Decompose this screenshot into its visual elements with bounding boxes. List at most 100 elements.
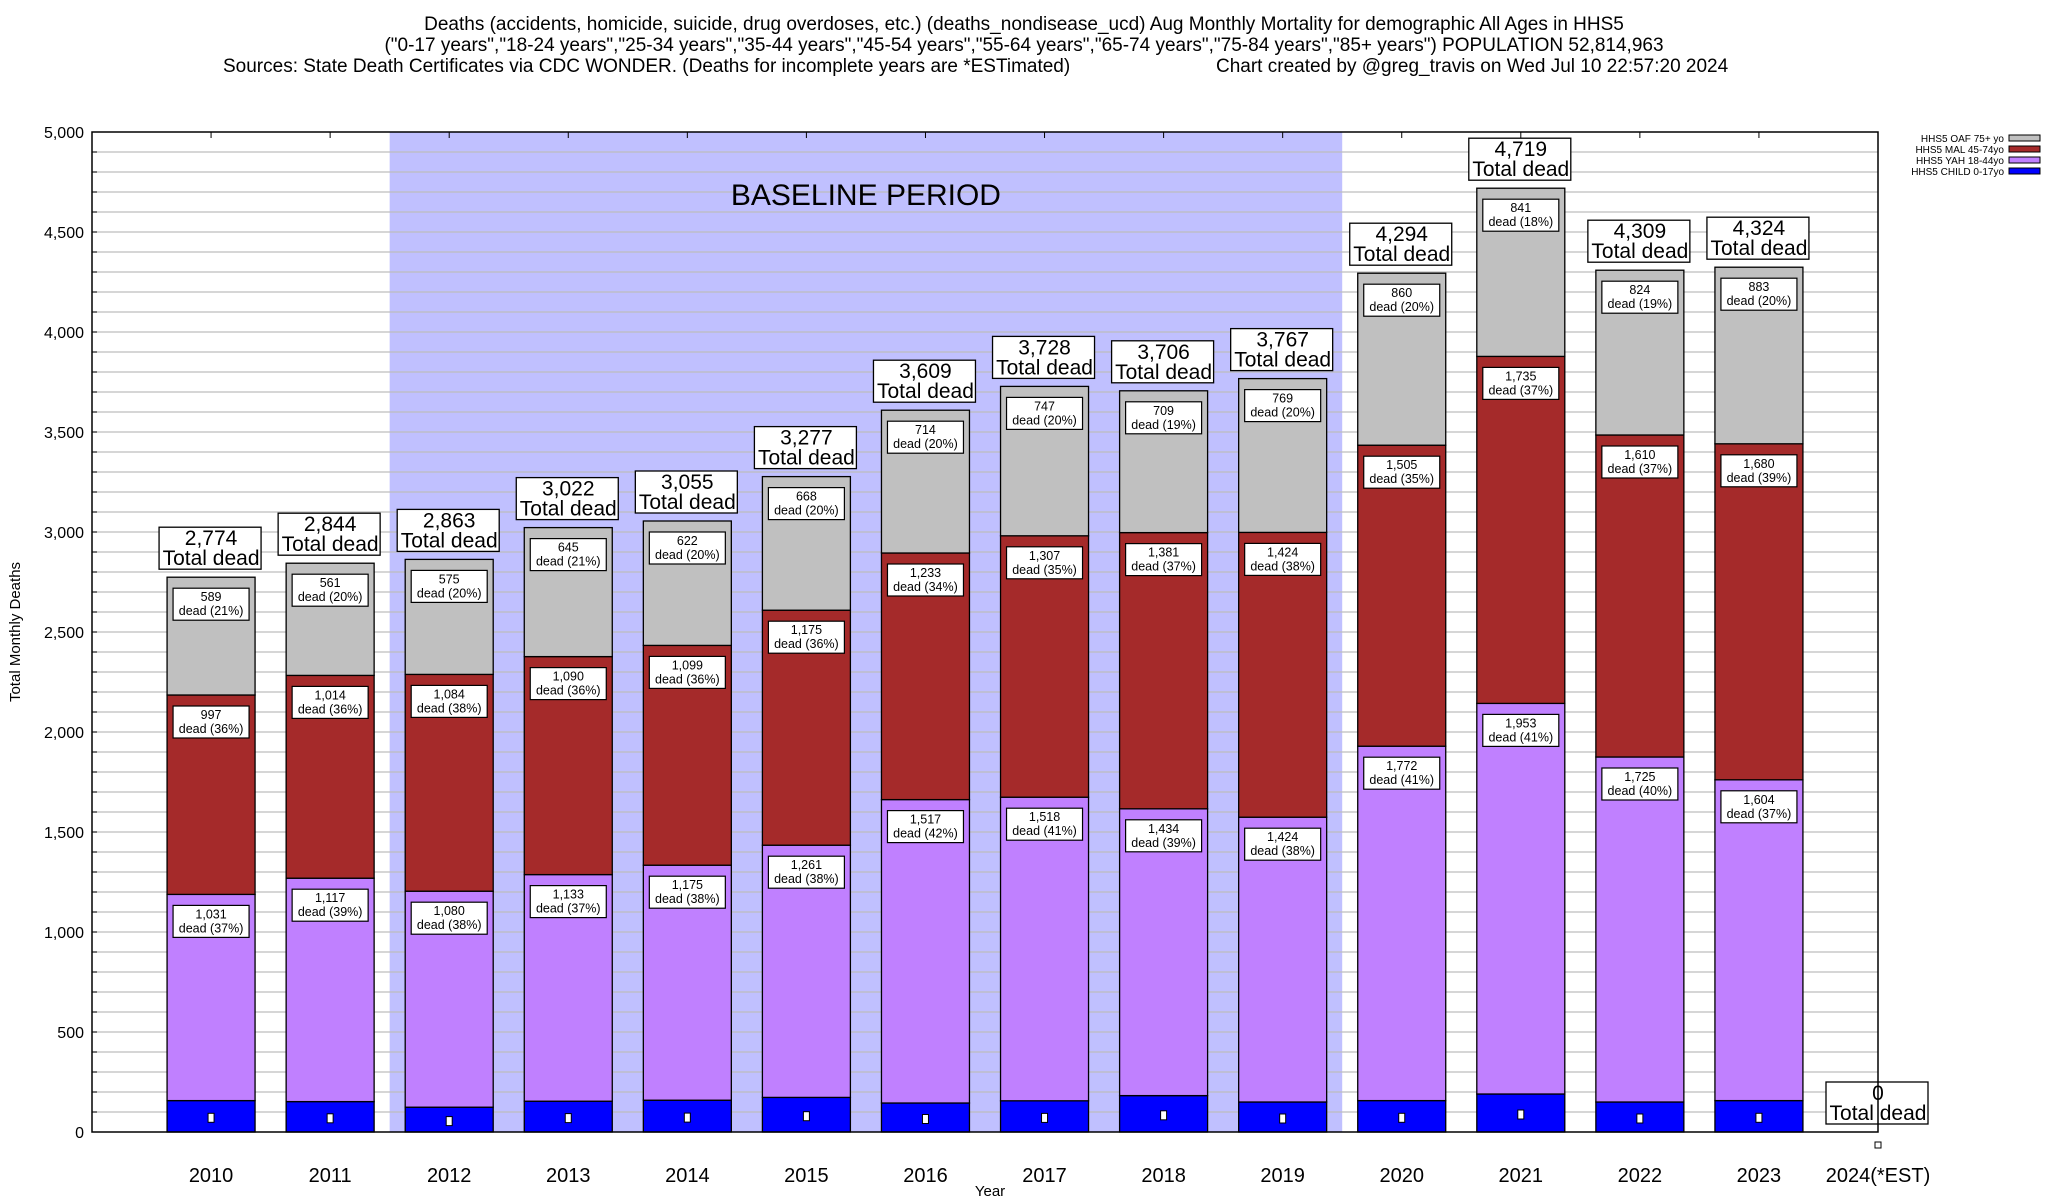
total-value-label: 3,277	[780, 427, 833, 450]
bar-segment-hhs5-child-0-17yo	[523, 1100, 613, 1133]
segment-value-label: 1,117	[315, 891, 345, 905]
segment-label-box	[1124, 401, 1203, 435]
segment-value-label: 1,084	[434, 687, 465, 701]
total-dead-label: Total dead	[163, 547, 260, 570]
empty-bar-marker	[1874, 1141, 1882, 1149]
y-tick-label: 1,000	[44, 925, 84, 942]
x-axis-title: Year	[975, 1183, 1005, 1200]
child-segment-marker	[445, 1116, 453, 1127]
segment-label-box	[1124, 819, 1203, 853]
child-segment-marker	[1398, 1112, 1406, 1123]
segment-label-box	[1244, 542, 1322, 577]
segment-label-box	[291, 888, 369, 922]
total-label-box	[753, 425, 858, 470]
total-value-label: 3,706	[1137, 341, 1190, 364]
segment-value-label: 1,434	[1148, 822, 1179, 836]
segment-label-box	[1244, 827, 1322, 861]
total-value-label: 3,055	[661, 471, 714, 494]
segment-value-label: 1,233	[910, 566, 941, 580]
segment-value-label: 1,424	[1267, 830, 1298, 844]
segment-percent-label: dead (37%)	[1131, 560, 1196, 574]
segment-value-label: 1,735	[1505, 369, 1536, 383]
segment-value-label: 1,175	[672, 878, 703, 892]
segment-value-label: 1,772	[1386, 759, 1417, 773]
segment-label-box	[529, 884, 607, 919]
total-dead-label: Total dead	[520, 498, 617, 521]
x-tick-label: 2010	[189, 1165, 234, 1187]
x-tick-label: 2012	[427, 1165, 472, 1187]
segment-value-label: 769	[1272, 392, 1293, 406]
x-tick-label: 2020	[1379, 1165, 1424, 1187]
segment-percent-label: dead (20%)	[1012, 413, 1077, 427]
segment-value-label: 1,518	[1029, 810, 1060, 824]
total-label-box	[1230, 327, 1334, 372]
segment-value-label: 575	[439, 572, 460, 586]
bar-segment-hhs5-yah-18-44yo	[999, 796, 1090, 1102]
child-segment-marker	[802, 1111, 810, 1122]
total-value-label: 3,728	[1018, 336, 1071, 359]
total-dead-label: Total dead	[1472, 158, 1569, 181]
total-value-label: 3,767	[1256, 329, 1309, 352]
segment-percent-label: dead (38%)	[774, 872, 839, 886]
segment-value-label: 1,953	[1505, 716, 1536, 730]
segment-label-box	[1482, 366, 1560, 400]
child-segment-marker	[326, 1113, 334, 1124]
child-segment-marker	[207, 1112, 215, 1123]
y-tick-label: 5,000	[44, 125, 84, 142]
segment-value-label: 668	[796, 490, 817, 504]
segment-percent-label: dead (20%)	[1250, 406, 1315, 420]
total-label-box	[396, 508, 500, 553]
segment-percent-label: dead (38%)	[417, 918, 482, 932]
segment-percent-label: dead (20%)	[417, 586, 482, 600]
segment-percent-label: dead (21%)	[536, 555, 601, 569]
segment-percent-label: dead (38%)	[655, 892, 720, 906]
segment-label-box	[1601, 280, 1679, 314]
y-tick-label: 0	[75, 1125, 84, 1142]
x-tick-label: 2016	[903, 1165, 948, 1187]
segment-label-box	[291, 573, 369, 607]
bar-segment-hhs5-yah-18-44yo	[1238, 816, 1328, 1103]
x-tick-label: 2021	[1499, 1165, 1544, 1187]
segment-value-label: 1,424	[1267, 545, 1298, 559]
chart-title-line-2: ("0-17 years","18-24 years","25-34 years…	[384, 35, 1664, 56]
segment-value-label: 709	[1153, 404, 1174, 418]
segment-label-box	[1363, 455, 1441, 489]
total-value-label: 4,324	[1733, 217, 1786, 240]
segment-label-box	[410, 684, 488, 719]
segment-label-box	[1482, 198, 1560, 232]
segment-percent-label: dead (37%)	[1488, 383, 1553, 397]
total-value-label: 2,774	[185, 527, 238, 550]
segment-value-label: 1,133	[553, 888, 584, 902]
segment-value-label: 645	[558, 541, 579, 555]
bar-segment-hhs5-mal-45-74yo	[1714, 443, 1804, 781]
total-label-box	[872, 359, 977, 403]
total-value-label: 2,863	[423, 509, 476, 532]
child-segment-marker	[1636, 1113, 1644, 1124]
x-tick-label: 2015	[784, 1165, 829, 1187]
segment-percent-label: dead (39%)	[298, 905, 363, 919]
total-dead-label: Total dead	[282, 533, 379, 556]
segment-label-box	[648, 655, 726, 690]
segment-percent-label: dead (37%)	[179, 921, 244, 935]
segment-label-box	[1005, 396, 1084, 430]
y-tick-label: 3,000	[44, 525, 84, 542]
legend-swatch	[2008, 134, 2041, 142]
total-dead-label: Total dead	[1710, 237, 1807, 260]
bar-segment-hhs5-mal-45-74yo	[1118, 531, 1209, 810]
segment-label-box	[1005, 807, 1084, 841]
segment-label-box	[1601, 445, 1679, 479]
segment-label-box	[1601, 767, 1679, 801]
segment-percent-label: dead (34%)	[893, 580, 958, 594]
y-tick-label: 2,000	[44, 725, 84, 742]
segment-label-box	[529, 666, 607, 701]
legend-label: HHS5 YAH 18-44yo	[1916, 156, 2004, 167]
segment-label-box	[886, 809, 965, 844]
segment-percent-label: dead (19%)	[1131, 418, 1196, 432]
segment-label-box	[1363, 756, 1441, 790]
segment-value-label: 1,604	[1743, 793, 1774, 807]
y-axis-title: Total Monthly Deaths	[7, 562, 24, 702]
x-tick-label: 2023	[1737, 1165, 1782, 1187]
segment-percent-label: dead (39%)	[1131, 836, 1196, 850]
child-segment-marker	[1755, 1112, 1763, 1123]
total-dead-label: Total dead	[1234, 349, 1331, 372]
